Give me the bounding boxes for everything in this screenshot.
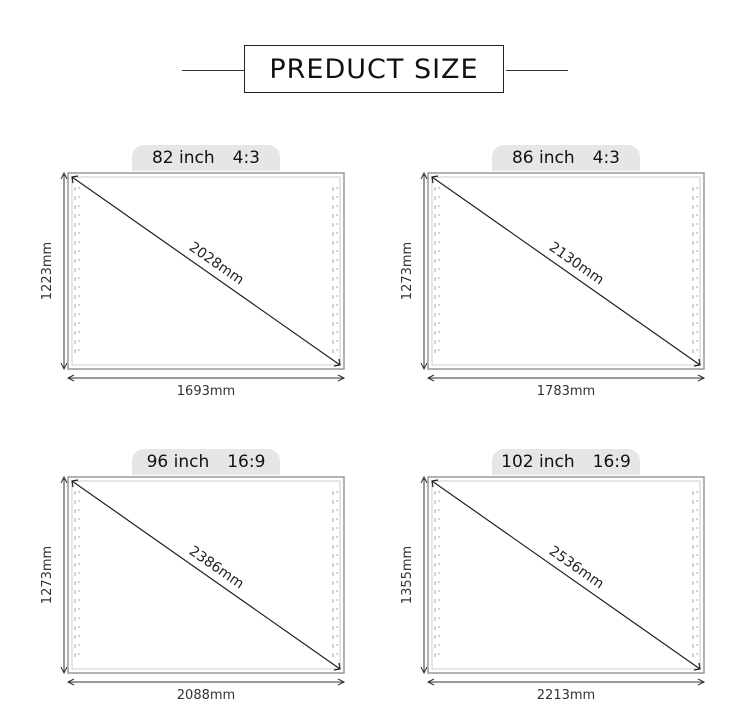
board-inner-frame bbox=[71, 480, 341, 670]
side-buttons-right bbox=[332, 491, 338, 659]
side-buttons-right bbox=[692, 187, 698, 355]
title-rule-right bbox=[506, 70, 568, 71]
board-diagram: 2130mm 1273mm 1783mm bbox=[400, 171, 706, 399]
side-buttons-right bbox=[332, 187, 338, 355]
width-value: 2088mm bbox=[177, 688, 235, 703]
size-tab: 102 inch 16:9 bbox=[492, 449, 640, 475]
board-outline bbox=[427, 476, 705, 674]
size-label: 82 inch bbox=[151, 148, 215, 168]
title-rule-left bbox=[182, 70, 244, 71]
height-value: 1223mm bbox=[40, 242, 55, 300]
diagonal-arrow-end bbox=[693, 358, 701, 367]
diagonal-arrow-end bbox=[333, 358, 341, 367]
height-value: 1273mm bbox=[400, 242, 415, 300]
height-value: 1355mm bbox=[400, 546, 415, 604]
side-buttons-left bbox=[74, 187, 80, 355]
board-diagram: 2386mm 1273mm 2088mm bbox=[40, 475, 346, 703]
size-panel-4: 102 inch 16:9 2536mm 1355mm 2213mm bbox=[400, 449, 722, 709]
diagonal-arrow-start bbox=[71, 479, 79, 488]
diagonal-line bbox=[431, 480, 701, 670]
width-arrow-left bbox=[66, 678, 75, 686]
width-arrow-right bbox=[697, 374, 706, 382]
size-tab: 96 inch 16:9 bbox=[132, 449, 280, 475]
diagonal-arrow-start bbox=[431, 175, 439, 184]
diagonal-line bbox=[71, 480, 341, 670]
board-inner-frame bbox=[431, 176, 701, 366]
board-inner-frame bbox=[431, 480, 701, 670]
diagonal-arrow-start bbox=[71, 175, 79, 184]
side-buttons-left bbox=[434, 491, 440, 659]
ratio-label: 16:9 bbox=[227, 452, 266, 472]
side-buttons-left bbox=[434, 187, 440, 355]
diagonal-arrow-start bbox=[431, 479, 439, 488]
diagonal-arrow-end bbox=[333, 662, 341, 671]
diagonal-line bbox=[431, 176, 701, 366]
diagonal-arrow-end bbox=[693, 662, 701, 671]
size-panel-1: 82 inch 4:3 2028mm 1223mm 1693mm bbox=[40, 145, 362, 405]
size-label: 102 inch bbox=[501, 452, 575, 472]
height-arrow-bottom bbox=[60, 362, 68, 371]
width-arrow-left bbox=[426, 678, 435, 686]
size-label: 86 inch bbox=[511, 148, 575, 168]
size-panel-3: 96 inch 16:9 2386mm 1273mm 2088mm bbox=[40, 449, 362, 709]
size-tab: 82 inch 4:3 bbox=[132, 145, 280, 171]
height-arrow-top bbox=[60, 171, 68, 180]
board-outline bbox=[67, 476, 345, 674]
width-arrow-left bbox=[426, 374, 435, 382]
ratio-label: 4:3 bbox=[232, 148, 260, 168]
board-outline bbox=[67, 172, 345, 370]
height-value: 1273mm bbox=[40, 546, 55, 604]
height-arrow-top bbox=[420, 171, 428, 180]
height-arrow-bottom bbox=[420, 666, 428, 675]
height-arrow-bottom bbox=[60, 666, 68, 675]
board-outline bbox=[427, 172, 705, 370]
size-label: 96 inch bbox=[146, 452, 210, 472]
width-arrow-right bbox=[337, 374, 346, 382]
width-arrow-right bbox=[337, 678, 346, 686]
width-arrow-right bbox=[697, 678, 706, 686]
height-arrow-bottom bbox=[420, 362, 428, 371]
width-value: 2213mm bbox=[537, 688, 595, 703]
height-arrow-top bbox=[420, 475, 428, 484]
width-value: 1693mm bbox=[177, 384, 235, 399]
board-diagram: 2536mm 1355mm 2213mm bbox=[400, 475, 706, 703]
board-inner-frame bbox=[71, 176, 341, 366]
board-diagram: 2028mm 1223mm 1693mm bbox=[40, 171, 346, 399]
side-buttons-right bbox=[692, 491, 698, 659]
width-value: 1783mm bbox=[537, 384, 595, 399]
page-title: PREDUCT SIZE bbox=[244, 45, 504, 93]
side-buttons-left bbox=[74, 491, 80, 659]
size-tab: 86 inch 4:3 bbox=[492, 145, 640, 171]
ratio-label: 4:3 bbox=[592, 148, 620, 168]
ratio-label: 16:9 bbox=[592, 452, 631, 472]
size-panel-2: 86 inch 4:3 2130mm 1273mm 1783mm bbox=[400, 145, 722, 405]
height-arrow-top bbox=[60, 475, 68, 484]
width-arrow-left bbox=[66, 374, 75, 382]
diagonal-line bbox=[71, 176, 341, 366]
